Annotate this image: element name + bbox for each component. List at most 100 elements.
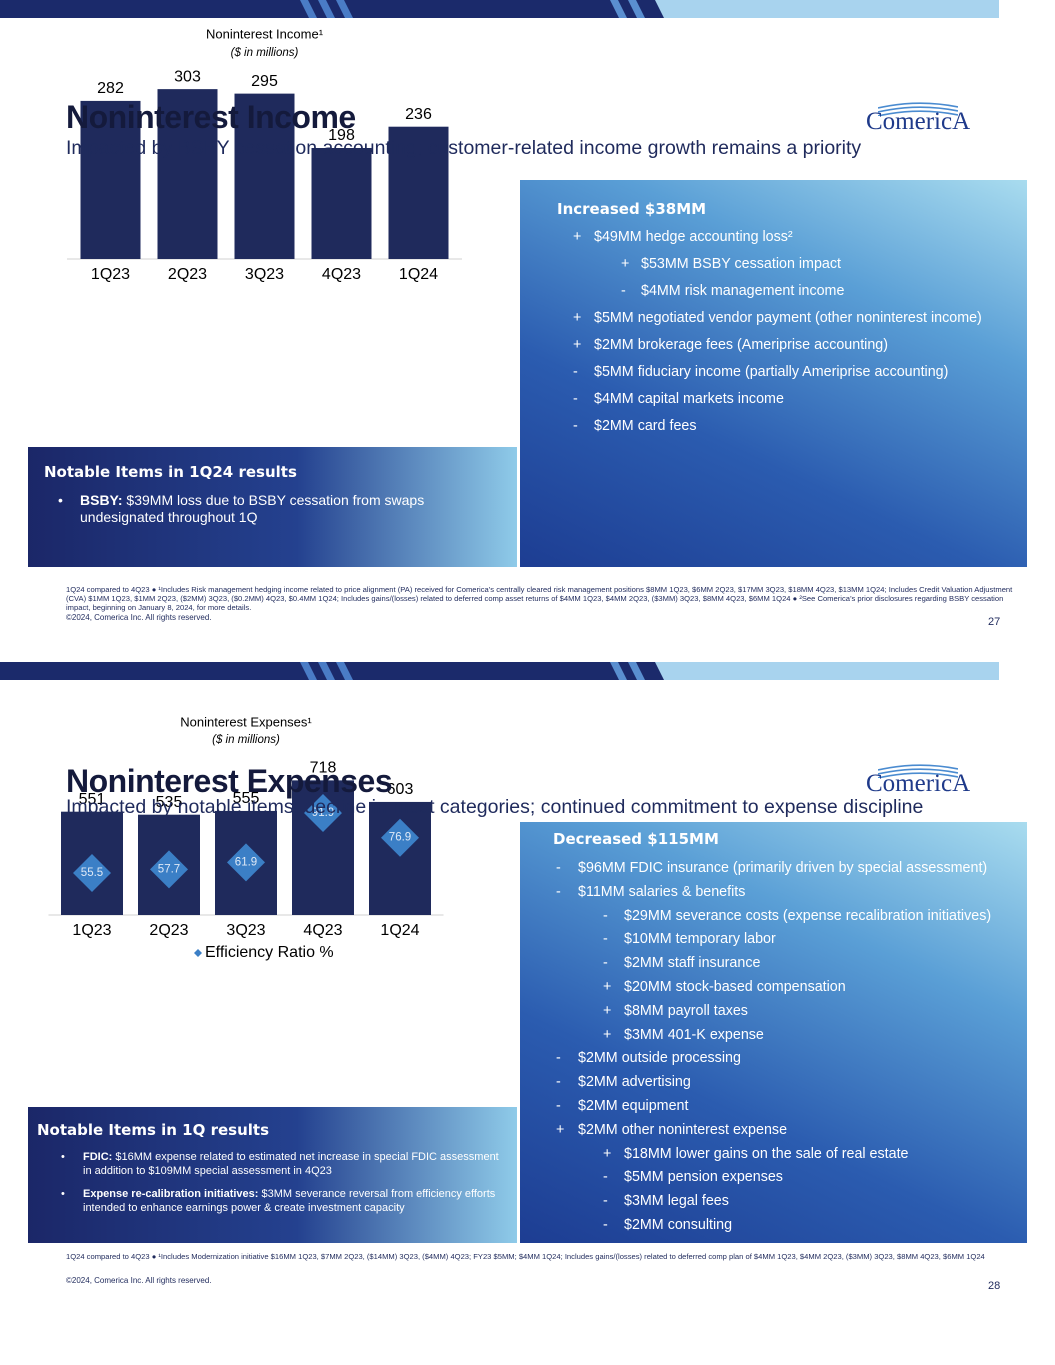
item-text: $2MM other noninterest expense [578,1121,788,1138]
item-sign: + [573,310,582,326]
logo: ComericA [866,770,971,797]
bar [234,93,295,259]
item-sign: + [603,1026,612,1043]
item-text: $5MM pension expenses [624,1169,783,1186]
page-number: 27 [988,616,1001,628]
copyright: ©2024, Comerica Inc. All rights reserved… [66,1276,212,1285]
chart-title: Noninterest Income¹ [206,26,324,41]
x-tick-label: 1Q24 [399,266,438,283]
item-sign: - [603,1193,608,1210]
panel-header: Decreased $115MM [553,830,719,848]
item-sign: + [556,1121,565,1138]
item-text: $96MM FDIC insurance (primarily driven b… [578,860,988,876]
bar-value-label: 282 [97,80,124,97]
item-sign: + [621,256,630,272]
bar-value-label: 551 [79,791,106,808]
item-sign: - [603,955,608,972]
summary-panel: Increased $38MM + $49MM hedge accounting l… [520,180,1027,567]
bar-value-label: 303 [174,68,201,85]
slide-title: Noninterest Income [66,99,356,135]
item-text: $10MM temporary labor [624,931,776,948]
slide: Noninterest Income Impacted by BSBY cessa… [0,0,1055,650]
item-sign: - [556,1050,561,1067]
bar [388,126,449,260]
footnote: 1Q24 compared to 4Q23 ● ¹Includes Risk m… [66,585,1013,612]
chart: Noninterest Income¹ ($ in millions) 282 1Q2… [67,26,462,283]
item-sign: - [573,364,578,380]
item-text: $49MM hedge accounting loss² [594,229,793,245]
bar-value-label: 198 [328,127,355,144]
item-text: $2MM staff insurance [624,955,761,972]
item-text: $3MM legal fees [624,1193,729,1210]
summary-panel: Decreased $115MM - $96MM FDIC insurance (p… [520,822,1027,1243]
ratio-marker [150,850,188,889]
stripe-chevron [300,662,317,680]
x-tick-label: 2Q23 [168,266,207,283]
notable-box: Notable Items in 1Q results • FDIC: $16MM … [28,1107,517,1243]
item-sign: + [603,1145,612,1162]
item-text: $2MM equipment [578,1098,689,1114]
item-sign: - [603,931,608,948]
slide-subtitle: Impacted by BSBY cessation accounting; c… [66,137,862,159]
stripe-chevron [318,0,335,18]
stripe-chevron [628,0,645,18]
ratio-label: 91.9 [312,807,334,819]
notable-title: Notable Items in 1Q results [37,1121,270,1139]
item-text: $2MM brokerage fees (Ameriprise accounti… [594,337,889,353]
item-sign: - [573,391,578,407]
notable-box: Notable Items in 1Q24 results • BSBY: $39M… [28,447,517,567]
slide: Noninterest Expenses Impacted by notable … [0,662,1055,1312]
item-text: $11MM salaries & benefits [578,883,746,900]
bullet: • [61,1188,65,1200]
bar-value-label: 295 [251,73,278,90]
ratio-marker [227,843,265,882]
notable-item: • BSBY: $39MM loss due to BSBY cessation … [58,492,510,526]
item-text: $2MM consulting [624,1217,733,1233]
item-text: $16MM expense related to estimated net i… [83,1151,499,1177]
panel-header: Increased $38MM [557,200,707,218]
bar-value-label: 718 [310,760,337,777]
logo: ComericA [866,108,971,135]
stripe-chevron [610,662,627,680]
logo-wave [878,106,958,113]
logo-wave [878,110,958,116]
item-text: $2MM advertising [578,1074,691,1091]
stripe-light [655,0,999,18]
logo-wave [878,764,958,771]
item-text: $20MM stock-based compensation [624,979,846,995]
footnote: 1Q24 compared to 4Q23 ● ¹Includes Modern… [66,1252,985,1261]
notable-item: • FDIC: $16MM expense related to estimate… [61,1150,510,1178]
logo-wave [878,772,958,778]
item-sign: - [621,283,626,299]
x-tick-label: 1Q23 [91,266,130,283]
bar [311,148,372,259]
item-sign: + [603,979,612,995]
item-text: $29MM severance costs (expense recalibra… [624,907,992,924]
chart: Noninterest Expenses¹ ($ in millions) 551 1… [48,714,444,961]
item-text: $39MM loss due to BSBY cessation from sw… [80,492,425,525]
bullet: • [58,492,63,508]
item-text: $2MM outside processing [578,1050,741,1067]
item-text: $5MM negotiated vendor payment (other no… [594,310,982,326]
notable-title: Notable Items in 1Q24 results [44,463,297,481]
item-text: $53MM BSBY cessation impact [641,256,841,272]
legend-label: Efficiency Ratio % [205,944,334,961]
logo-waves [878,764,958,778]
copyright: ©2024, Comerica Inc. All rights reserved… [66,613,212,622]
header-stripe [0,0,999,18]
x-tick-label: 3Q23 [226,922,265,939]
x-tick-label: 3Q23 [245,266,284,283]
item-label: BSBY: [80,492,123,508]
slide-subtitle: Impacted by notable items; decline in mo… [66,796,924,818]
notable-item: • Expense re-calibration initiatives: $3M… [61,1187,510,1215]
x-tick-label: 2Q23 [149,922,188,939]
stripe-chevron [628,662,645,680]
slide-title: Noninterest Expenses [66,763,393,799]
ratio-marker [304,793,342,832]
ratio-label: 55.5 [81,867,103,879]
bar [157,89,218,260]
item-text: $5MM fiduciary income (partially Ameripr… [594,364,949,380]
item-sign: - [603,1217,608,1233]
item-sign: - [603,907,608,924]
stripe-chevron [336,662,353,680]
